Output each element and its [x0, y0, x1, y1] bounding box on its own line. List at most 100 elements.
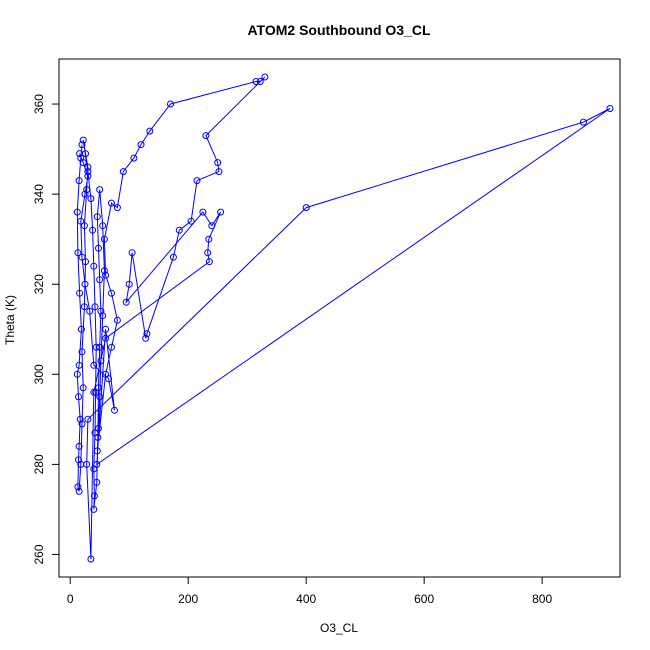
data-point [86, 307, 94, 315]
y-tick-label: 280 [32, 454, 46, 474]
data-point [84, 415, 92, 423]
data-point [90, 361, 98, 369]
data-point [76, 150, 84, 158]
data-point [91, 303, 99, 311]
data-point [146, 127, 154, 135]
data-point [302, 204, 310, 212]
data-point [78, 348, 86, 356]
x-tick-label: 0 [67, 592, 74, 606]
data-point [205, 235, 213, 243]
data-point [95, 384, 102, 392]
data-point [73, 370, 81, 378]
data-point [102, 334, 110, 342]
data-point [79, 384, 87, 392]
data-point [79, 136, 87, 144]
data-point [75, 393, 82, 401]
data-point [74, 483, 82, 491]
data-point [102, 271, 110, 279]
data-point [79, 159, 87, 167]
data-point [90, 492, 98, 500]
data-point [80, 303, 88, 311]
data-point [99, 312, 107, 320]
data-point [84, 168, 92, 176]
x-tick-label: 200 [178, 592, 198, 606]
data-point [78, 253, 86, 261]
data-point [143, 330, 151, 338]
data-point [214, 159, 222, 167]
data-point [125, 280, 133, 288]
data-point [75, 442, 83, 450]
data-point [90, 505, 98, 513]
data-point [606, 105, 614, 112]
data-point [102, 325, 110, 333]
data-point [87, 555, 95, 563]
data-point [252, 78, 260, 85]
data-point [93, 478, 101, 486]
data-point [90, 388, 98, 396]
data-point [93, 213, 101, 221]
y-tick-label: 360 [32, 94, 46, 114]
data-point [137, 141, 145, 149]
data-point [105, 375, 113, 383]
data-point [87, 195, 95, 203]
data-point [97, 357, 105, 365]
data-point [108, 199, 115, 207]
y-tick-label: 340 [32, 184, 46, 204]
data-point [89, 226, 97, 234]
data-point [93, 460, 101, 468]
data-point [215, 168, 223, 176]
data-point [111, 406, 118, 414]
data-point [199, 208, 207, 216]
data-point [108, 289, 115, 297]
data-point [205, 258, 213, 266]
data-point [142, 334, 150, 342]
data-point [217, 208, 225, 216]
data-point [100, 267, 108, 275]
data-point [113, 204, 121, 212]
data-point [77, 217, 85, 225]
data-point [83, 460, 91, 468]
series-layer [73, 73, 614, 563]
data-point [579, 118, 587, 126]
data-point [75, 487, 83, 495]
data-point [96, 186, 104, 194]
x-axis: 0 200 400 600 800 [67, 576, 552, 606]
x-axis-label: O3_CL [320, 621, 358, 635]
data-point [187, 217, 195, 225]
data-point [99, 222, 107, 230]
series-line [76, 76, 611, 560]
data-point [175, 226, 183, 234]
data-point [92, 343, 100, 351]
data-point [96, 276, 104, 284]
data-point [93, 447, 101, 455]
data-point [97, 307, 105, 315]
data-point [90, 262, 98, 270]
data-point [95, 424, 102, 432]
data-point [84, 172, 92, 180]
data-point [256, 78, 264, 85]
data-point [95, 244, 102, 252]
data-point [122, 298, 130, 306]
data-point [73, 208, 81, 216]
data-point [204, 249, 212, 257]
chart-title: ATOM2 Southbound O3_CL [247, 22, 430, 38]
data-point [113, 316, 121, 324]
data-point [128, 249, 136, 257]
data-point [81, 190, 89, 198]
data-point [261, 73, 269, 81]
data-point [167, 100, 174, 108]
data-point [169, 253, 177, 261]
data-point [208, 222, 216, 230]
data-point [96, 393, 104, 401]
data-point [75, 361, 83, 369]
y-axis: 260 280 300 320 340 360 [32, 94, 60, 564]
data-point [100, 235, 108, 243]
x-tick-label: 400 [296, 592, 316, 606]
data-point [78, 141, 86, 149]
data-point [78, 420, 86, 428]
y-axis-label: Theta (K) [3, 295, 17, 345]
y-tick-label: 320 [32, 274, 46, 294]
data-point [84, 163, 92, 171]
